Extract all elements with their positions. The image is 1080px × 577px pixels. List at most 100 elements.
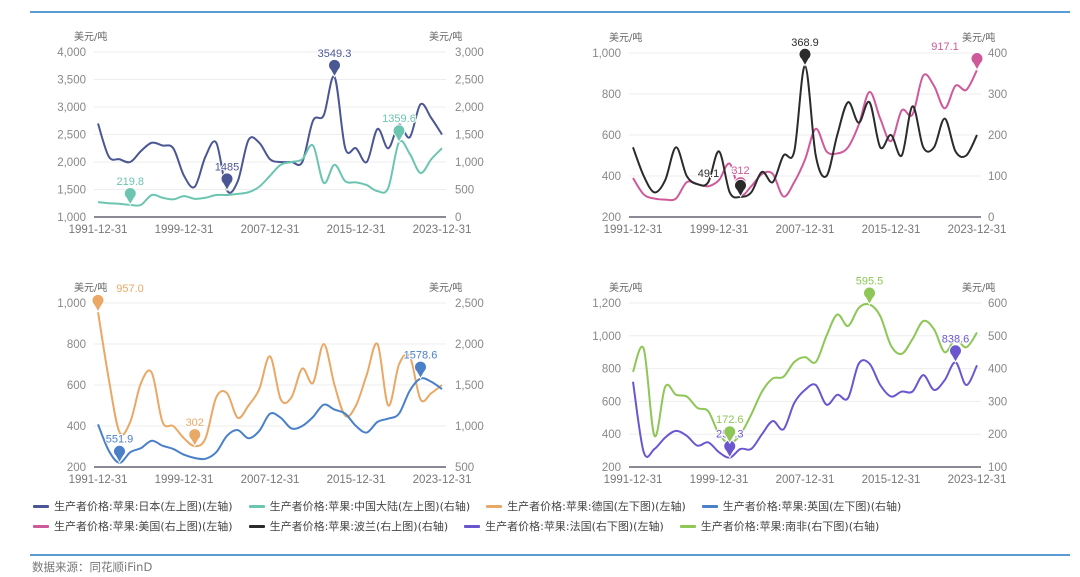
left-axis-tick-label: 200 [602, 212, 621, 224]
chart-bottom-left: 200 400 600 800 1,000 500 1,000 1,500 2,000 2,500… [57, 281, 484, 486]
legend-label: 生产者价格:苹果:法国(右下图)(左轴) [485, 520, 664, 533]
left-axis-tick-label: 3,000 [57, 102, 86, 114]
left-axis-tick-label: 2,000 [57, 157, 86, 169]
x-axis-tick-label: 2007-12-31 [241, 224, 300, 236]
right-axis-unit: 美元/吨 [962, 281, 995, 294]
left-axis-tick-label: 1,000 [57, 212, 86, 224]
marker-label: 1359.6 [382, 113, 416, 125]
left-axis-unit: 美元/吨 [74, 30, 107, 43]
right-axis-unit: 美元/吨 [962, 31, 995, 44]
right-axis-tick-label: 400 [988, 364, 1007, 376]
left-axis-tick-label: 200 [67, 462, 86, 474]
left-axis-tick-label: 400 [602, 171, 621, 183]
chart-top-right: 200 400 600 800 1,000 0 100 200 300 400 美元/吨 美元/吨 19… [592, 31, 1007, 236]
top-divider [30, 11, 1070, 13]
series-line [97, 139, 443, 207]
marker-label: 312 [731, 165, 749, 177]
right-axis-tick-label: 1,500 [455, 380, 484, 392]
series-line [632, 302, 978, 445]
legend-swatch [464, 524, 481, 528]
legend-swatch [248, 524, 265, 528]
marker-label: 1578.6 [404, 350, 438, 362]
right-axis-tick-label: 500 [455, 462, 474, 474]
x-axis-tick-label: 2015-12-31 [327, 224, 386, 236]
left-axis-tick-label: 1,000 [57, 298, 86, 310]
legend-label: 生产者价格:苹果:英国(左下图)(右轴) [722, 500, 902, 513]
legend-swatch [248, 504, 265, 508]
left-axis-tick-label: 3,500 [57, 75, 86, 87]
legend-item-japan[interactable]: 生产者价格:苹果:日本(左上图)(左轴) [33, 498, 233, 514]
x-axis-tick-label: 2023-12-31 [413, 474, 472, 486]
right-axis-tick-label: 2,500 [455, 75, 484, 87]
x-axis-tick-label: 1999-12-31 [155, 474, 214, 486]
marker-label: 219.8 [116, 176, 144, 188]
right-axis-tick-label: 1,500 [455, 130, 484, 142]
legend-label: 生产者价格:苹果:日本(左上图)(左轴) [54, 500, 233, 513]
x-axis-tick-label: 1991-12-31 [69, 474, 128, 486]
legend-label: 生产者价格:苹果:南非(右下图)(右轴) [700, 520, 880, 533]
left-axis-tick-label: 600 [602, 130, 621, 142]
left-axis-tick-label: 600 [602, 396, 621, 408]
x-axis-tick-label: 1991-12-31 [604, 474, 663, 486]
left-axis-tick-label: 1,000 [592, 48, 621, 60]
legend-row: 生产者价格:苹果:美国(右上图)(左轴) 生产者价格:苹果:波兰(右上图)(右轴… [33, 516, 1078, 536]
x-axis-tick-label: 2007-12-31 [776, 224, 835, 236]
left-axis-tick-label: 1,000 [592, 331, 621, 343]
right-axis-tick-label: 400 [988, 48, 1007, 60]
legend-swatch [486, 504, 503, 508]
marker-pin [113, 444, 126, 464]
right-axis-tick-label: 2,000 [455, 339, 484, 351]
left-axis-tick-label: 200 [602, 462, 621, 474]
right-axis-tick-label: 300 [988, 396, 1007, 408]
marker-pin [414, 360, 427, 380]
right-axis-tick-label: 0 [988, 212, 994, 224]
left-axis-tick-label: 600 [67, 380, 86, 392]
x-axis-tick-label: 1999-12-31 [690, 474, 749, 486]
series-line [632, 359, 978, 459]
legend-item-france[interactable]: 生产者价格:苹果:法国(右下图)(左轴) [464, 518, 664, 534]
marker-pin [123, 187, 137, 206]
marker-label: 917.1 [931, 41, 959, 53]
marker-pin [91, 293, 105, 313]
marker-pin [328, 58, 341, 78]
right-axis-tick-label: 300 [988, 89, 1007, 101]
marker-label: 551.9 [106, 434, 134, 446]
right-axis-tick-label: 2,000 [455, 102, 484, 114]
left-axis-tick-label: 1,500 [57, 185, 86, 197]
left-axis-tick-label: 800 [602, 89, 621, 101]
x-axis-tick-label: 2015-12-31 [862, 224, 921, 236]
left-axis-tick-label: 4,000 [57, 47, 86, 59]
right-axis-tick-label: 100 [988, 462, 1007, 474]
legend: 生产者价格:苹果:日本(左上图)(左轴) 生产者价格:苹果:中国大陆(左上图)(… [33, 496, 1078, 536]
legend-item-uk[interactable]: 生产者价格:苹果:英国(左下图)(右轴) [701, 498, 902, 514]
marker-label: 49.1 [698, 168, 719, 180]
legend-item-usa[interactable]: 生产者价格:苹果:美国(右上图)(左轴) [33, 518, 233, 534]
legend-item-china[interactable]: 生产者价格:苹果:中国大陆(左上图)(右轴) [248, 498, 470, 514]
marker-pin [188, 428, 202, 448]
x-axis-tick-label: 1991-12-31 [69, 224, 128, 236]
chart-top-left: 1,000 1,500 2,000 2,500 3,000 3,500 4,000 0 500 1… [57, 30, 484, 236]
marker-label: 1485 [215, 161, 239, 173]
marker-pin [970, 52, 984, 72]
series-line [97, 377, 443, 464]
legend-item-poland[interactable]: 生产者价格:苹果:波兰(右上图)(右轴) [248, 518, 448, 534]
legend-item-south-africa[interactable]: 生产者价格:苹果:南非(右下图)(右轴) [679, 518, 880, 534]
right-axis-tick-label: 200 [988, 130, 1007, 142]
bottom-divider [30, 554, 1070, 556]
marker-pin [863, 286, 876, 306]
marker-pin [220, 172, 234, 192]
right-axis-tick-label: 500 [988, 331, 1007, 343]
left-axis-tick-label: 800 [67, 339, 86, 351]
legend-item-germany[interactable]: 生产者价格:苹果:德国(左下图)(左轴) [486, 498, 686, 514]
left-axis-unit: 美元/吨 [609, 31, 642, 44]
series-line [97, 75, 443, 194]
data-source: 数据来源：同花顺iFinD [32, 560, 153, 574]
marker-pin [723, 425, 737, 445]
left-axis-tick-label: 2,500 [57, 130, 86, 142]
marker-label: 838.6 [942, 333, 970, 345]
left-axis-tick-label: 800 [602, 364, 621, 376]
right-axis-unit: 美元/吨 [429, 281, 462, 294]
marker-label: 957.0 [116, 283, 144, 295]
legend-label: 生产者价格:苹果:德国(左下图)(左轴) [507, 500, 686, 513]
legend-swatch [33, 524, 49, 528]
